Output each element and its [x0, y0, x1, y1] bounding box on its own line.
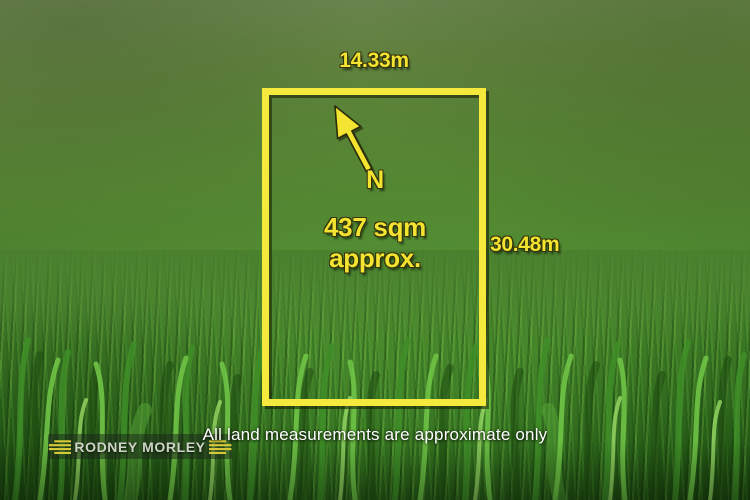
logo-text: RODNEY MORLEY: [74, 438, 206, 455]
land-boundary-outline: [262, 88, 486, 406]
measurement-disclaimer: All land measurements are approximate on…: [202, 425, 548, 444]
area-text: 437 sqm approx.: [299, 212, 451, 274]
north-label: N: [366, 166, 384, 194]
north-arrow-icon: [334, 105, 373, 173]
area-qualifier: approx.: [329, 243, 421, 273]
area-value: 437 sqm: [324, 212, 426, 242]
right-boundary-measurement: 30.48m: [490, 233, 560, 256]
logo-wing-right-icon: [208, 439, 232, 454]
logo-wing-left-icon: [48, 439, 72, 454]
agency-logo: RODNEY MORLEY: [48, 434, 232, 459]
top-boundary-measurement: 14.33m: [339, 49, 409, 72]
